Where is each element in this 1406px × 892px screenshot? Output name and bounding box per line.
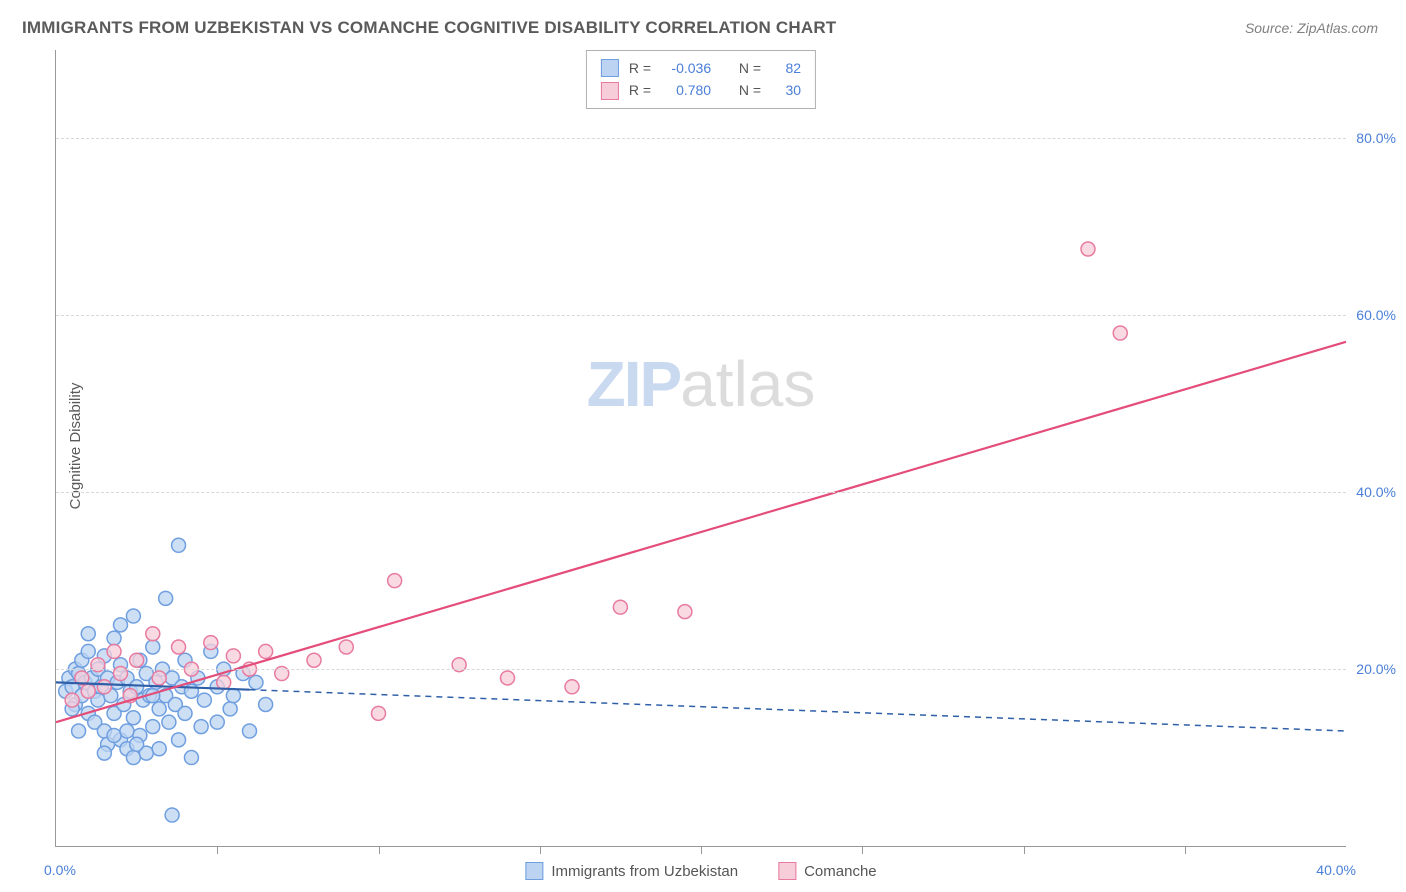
data-point-uzbekistan [146,720,160,734]
data-point-uzbekistan [152,702,166,716]
data-point-comanche [259,644,273,658]
swatch-comanche [601,82,619,100]
data-point-comanche [1113,326,1127,340]
data-point-comanche [339,640,353,654]
gridline [56,315,1346,316]
data-point-uzbekistan [226,689,240,703]
swatch-uzbekistan [601,59,619,77]
y-tick-label: 40.0% [1356,484,1396,500]
gridline [56,669,1346,670]
data-point-comanche [130,653,144,667]
source-attribution: Source: ZipAtlas.com [1245,20,1378,36]
data-point-uzbekistan [146,640,160,654]
stats-legend-row-1: R = -0.036 N = 82 [601,57,801,79]
regression-line-comanche [56,342,1346,722]
data-point-comanche [613,600,627,614]
data-point-comanche [97,680,111,694]
gridline [56,138,1346,139]
r-label-2: R = [629,79,651,101]
x-axis-min-label: 0.0% [44,862,76,878]
y-tick-label: 60.0% [1356,307,1396,323]
data-point-uzbekistan [178,706,192,720]
plot-area: ZIPatlas R = -0.036 N = 82 R = 0.780 N =… [55,50,1346,847]
stats-legend-row-2: R = 0.780 N = 30 [601,79,801,101]
data-point-comanche [146,627,160,641]
data-point-uzbekistan [152,742,166,756]
data-point-comanche [388,574,402,588]
data-point-comanche [226,649,240,663]
n-value-uzbekistan: 82 [771,57,801,79]
legend-label-uzbekistan: Immigrants from Uzbekistan [551,863,738,880]
r-value-uzbekistan: -0.036 [661,57,711,79]
data-point-comanche [217,675,231,689]
series-legend: Immigrants from Uzbekistan Comanche [525,862,876,880]
legend-swatch-comanche [778,862,796,880]
chart-title: IMMIGRANTS FROM UZBEKISTAN VS COMANCHE C… [22,18,836,38]
data-point-comanche [678,605,692,619]
data-point-comanche [372,706,386,720]
x-tick [379,846,380,854]
data-point-comanche [1081,242,1095,256]
r-value-comanche: 0.780 [661,79,711,101]
data-point-comanche [107,644,121,658]
x-tick [701,846,702,854]
x-tick [1024,846,1025,854]
data-point-uzbekistan [172,733,186,747]
x-tick [862,846,863,854]
legend-label-comanche: Comanche [804,863,877,880]
gridline [56,492,1346,493]
data-point-comanche [81,684,95,698]
legend-item-uzbekistan: Immigrants from Uzbekistan [525,862,738,880]
data-point-uzbekistan [210,715,224,729]
data-point-uzbekistan [107,631,121,645]
data-point-comanche [65,693,79,707]
data-point-uzbekistan [126,751,140,765]
data-point-uzbekistan [81,627,95,641]
r-label: R = [629,57,651,79]
x-axis-max-label: 40.0% [1316,862,1356,878]
data-point-uzbekistan [130,737,144,751]
data-point-uzbekistan [126,711,140,725]
data-point-uzbekistan [223,702,237,716]
data-point-comanche [204,636,218,650]
data-point-uzbekistan [159,591,173,605]
data-point-uzbekistan [97,746,111,760]
data-point-uzbekistan [249,675,263,689]
data-point-uzbekistan [259,697,273,711]
data-point-uzbekistan [194,720,208,734]
x-tick [1185,846,1186,854]
legend-item-comanche: Comanche [778,862,877,880]
data-point-uzbekistan [165,808,179,822]
data-point-comanche [565,680,579,694]
data-point-uzbekistan [197,693,211,707]
n-label-2: N = [739,79,761,101]
chart-container: IMMIGRANTS FROM UZBEKISTAN VS COMANCHE C… [0,0,1406,892]
data-point-uzbekistan [114,618,128,632]
data-point-uzbekistan [107,728,121,742]
data-point-comanche [172,640,186,654]
data-point-comanche [307,653,321,667]
stats-legend: R = -0.036 N = 82 R = 0.780 N = 30 [586,50,816,109]
data-point-comanche [501,671,515,685]
data-point-comanche [152,671,166,685]
x-tick [540,846,541,854]
chart-svg [56,50,1346,846]
data-point-uzbekistan [172,538,186,552]
data-point-uzbekistan [81,644,95,658]
x-tick [217,846,218,854]
data-point-uzbekistan [162,715,176,729]
y-tick-label: 20.0% [1356,661,1396,677]
data-point-uzbekistan [126,609,140,623]
n-label: N = [739,57,761,79]
legend-swatch-uzbekistan [525,862,543,880]
n-value-comanche: 30 [771,79,801,101]
y-tick-label: 80.0% [1356,130,1396,146]
data-point-uzbekistan [184,751,198,765]
data-point-uzbekistan [243,724,257,738]
data-point-uzbekistan [72,724,86,738]
regression-line-uzbekistan-dashed [250,690,1347,731]
data-point-uzbekistan [120,724,134,738]
